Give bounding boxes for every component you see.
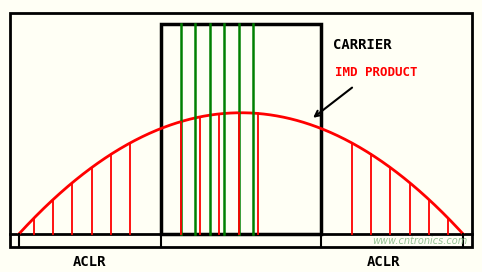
Bar xyxy=(10,13,472,247)
Text: IMD PRODUCT: IMD PRODUCT xyxy=(335,66,417,79)
Bar xyxy=(161,24,321,234)
Text: CARRIER: CARRIER xyxy=(333,38,391,52)
Text: www.cntronics.com: www.cntronics.com xyxy=(372,236,468,246)
Text: ACLR: ACLR xyxy=(366,255,400,269)
Text: ACLR: ACLR xyxy=(72,255,106,269)
